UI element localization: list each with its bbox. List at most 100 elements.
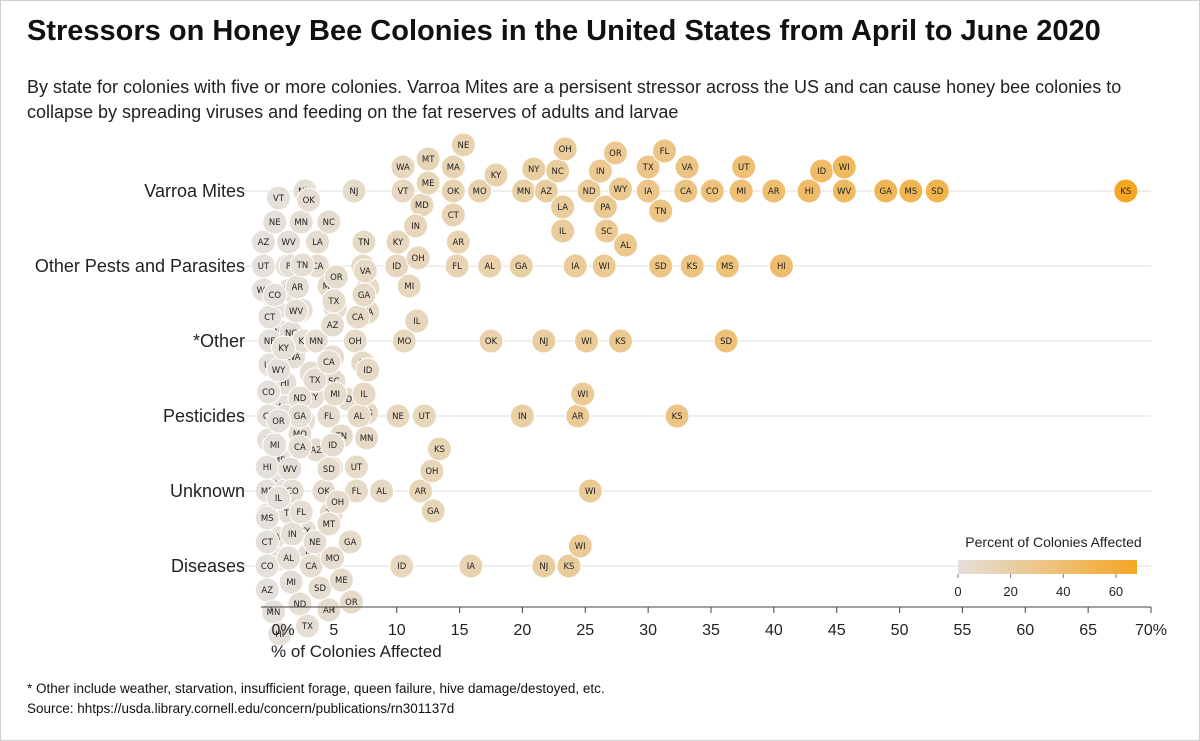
point-state-label: NE	[309, 538, 321, 548]
point-state-label: ND	[293, 600, 306, 610]
point-circle	[831, 154, 857, 180]
state-point: ID	[320, 432, 346, 458]
point-state-label: MD	[273, 456, 287, 466]
state-point: MN	[288, 209, 314, 235]
point-circle	[898, 178, 924, 204]
point-circle	[316, 209, 342, 235]
state-point: UT	[411, 403, 437, 429]
state-point: MI	[322, 381, 348, 407]
state-point: CO	[699, 178, 725, 204]
state-point: NY	[521, 156, 547, 182]
state-point: GA	[508, 253, 534, 279]
point-circle	[316, 511, 342, 537]
state-point: TN	[648, 198, 674, 224]
point-state-label: AL	[354, 412, 365, 422]
point-circle	[266, 185, 292, 211]
point-circle	[651, 138, 677, 164]
state-point: CT	[257, 304, 283, 330]
point-circle	[323, 264, 349, 290]
state-point: MO	[467, 178, 493, 204]
state-point: UT	[250, 253, 276, 279]
point-state-label: OR	[272, 417, 285, 427]
state-point: FL	[444, 253, 470, 279]
point-state-label: OR	[330, 273, 343, 283]
point-state-label: IA	[644, 187, 653, 197]
point-circle	[250, 229, 276, 255]
state-point: MI	[262, 432, 288, 458]
point-circle	[478, 328, 504, 354]
point-state-label: KS	[1120, 187, 1131, 197]
point-state-label: UT	[258, 262, 270, 272]
state-point: IN	[587, 158, 613, 184]
state-point: TX	[635, 154, 661, 180]
point-circle	[316, 597, 342, 623]
point-state-label: UT	[738, 163, 750, 173]
point-circle	[477, 253, 503, 279]
x-axis-title: % of Colonies Affected	[271, 642, 442, 661]
state-point: WV	[831, 178, 857, 204]
x-tick-label: 65	[1079, 622, 1097, 639]
point-state-label: NC	[323, 218, 335, 228]
point-state-label: VT	[273, 194, 285, 204]
state-point: NE	[302, 529, 328, 555]
point-state-label: GA	[515, 262, 528, 272]
point-state-label: WV	[283, 465, 297, 475]
point-state-label: SD	[314, 584, 326, 594]
point-circle	[574, 328, 600, 354]
state-point: AZ	[320, 312, 346, 338]
point-circle	[699, 178, 725, 204]
point-state-label: UT	[351, 463, 363, 473]
point-state-label: UT	[419, 412, 431, 422]
point-circle	[289, 252, 315, 278]
state-point: KY	[271, 335, 297, 361]
point-circle	[450, 132, 476, 158]
point-state-label: IL	[413, 317, 421, 327]
state-point: SC	[594, 218, 620, 244]
point-state-label: ID	[328, 441, 338, 451]
point-state-label: WI	[839, 163, 850, 173]
state-point: MS	[714, 253, 740, 279]
state-point: OH	[552, 136, 578, 162]
point-circle	[296, 187, 322, 213]
point-state-label: ID	[343, 395, 353, 405]
point-state-label: IN	[288, 530, 297, 540]
point-state-label: SD	[323, 465, 335, 475]
state-point: KS	[1113, 178, 1139, 204]
point-circle	[320, 545, 346, 571]
point-state-label: FL	[324, 412, 334, 422]
state-point: AR	[445, 229, 471, 255]
point-circle	[322, 381, 348, 407]
state-point: OH	[342, 328, 368, 354]
state-point: ME	[415, 170, 441, 196]
point-state-label: MI	[404, 282, 414, 292]
point-state-label: OK	[485, 337, 498, 347]
point-state-label: NE	[264, 337, 276, 347]
point-circle	[405, 245, 431, 271]
point-state-label: OH	[331, 498, 344, 508]
point-state-label: FL	[352, 487, 362, 497]
point-state-label: WV	[837, 187, 851, 197]
category-label: *Other	[193, 331, 245, 351]
point-state-label: MO	[473, 187, 487, 197]
state-point: WV	[283, 298, 309, 324]
state-point: IL	[351, 381, 377, 407]
state-point: OR	[323, 264, 349, 290]
point-state-label: KS	[687, 262, 698, 272]
point-circle	[873, 178, 899, 204]
point-state-label: TX	[327, 297, 339, 307]
point-circle	[354, 425, 380, 451]
state-point: OR	[266, 408, 292, 434]
state-point: OH	[325, 489, 351, 515]
state-point: TX	[294, 613, 320, 639]
point-state-label: CO	[268, 291, 281, 301]
point-circle	[278, 569, 304, 595]
point-circle	[408, 478, 434, 504]
state-point: ID	[809, 158, 835, 184]
state-point: KY	[483, 162, 509, 188]
point-state-label: HI	[263, 463, 272, 473]
point-state-label: MN	[294, 218, 308, 228]
legend-tick-label: 40	[1056, 584, 1070, 599]
state-point: CA	[316, 349, 342, 375]
point-circle	[355, 357, 381, 383]
point-state-label: TN	[296, 261, 309, 271]
